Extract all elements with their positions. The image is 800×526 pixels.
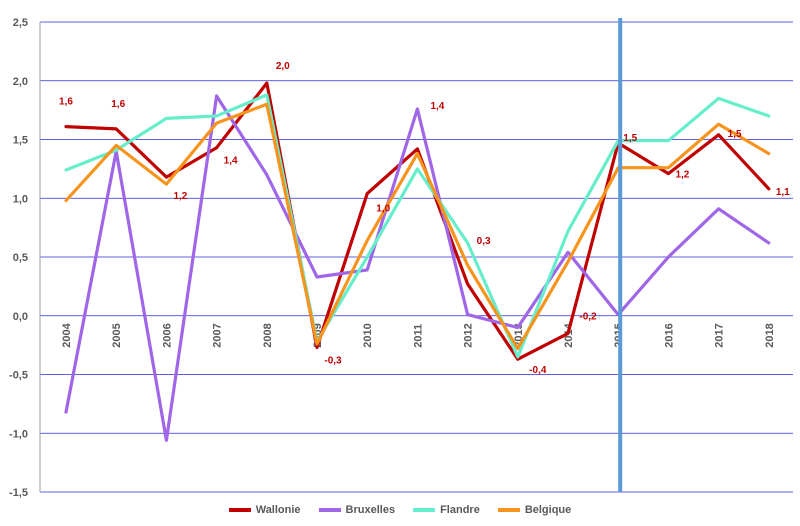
x-tick-label: 2008 bbox=[262, 323, 274, 347]
x-tick-label: 2010 bbox=[362, 323, 374, 347]
grid-lines bbox=[40, 21, 793, 493]
data-label: 1,2 bbox=[675, 170, 689, 181]
y-tick-label: 0,5 bbox=[13, 252, 28, 264]
y-tick-label: -1,5 bbox=[9, 487, 28, 499]
data-label: 1,4 bbox=[430, 101, 444, 112]
y-tick-label: 0,0 bbox=[13, 311, 28, 323]
x-tick-label: 2012 bbox=[463, 323, 475, 347]
legend-swatch bbox=[228, 508, 251, 512]
data-label: -0,2 bbox=[579, 311, 597, 322]
series-line-flandre bbox=[64, 93, 771, 359]
data-label: -0,4 bbox=[529, 365, 547, 376]
series-line-wallonie bbox=[64, 81, 771, 361]
series-line-bruxelles bbox=[64, 94, 771, 442]
x-tick-label: 2018 bbox=[764, 323, 776, 347]
data-label: 1,4 bbox=[224, 156, 238, 167]
legend-label: Bruxelles bbox=[345, 504, 396, 516]
y-tick-label: 2,5 bbox=[13, 17, 28, 29]
data-label: 1,6 bbox=[59, 97, 73, 108]
y-tick-label: 1,5 bbox=[13, 135, 28, 147]
x-tick-label: 2011 bbox=[412, 324, 424, 348]
data-label: 1,5 bbox=[623, 133, 637, 144]
legend-label: Wallonie bbox=[255, 504, 301, 516]
y-tick-label: 1,0 bbox=[13, 193, 28, 205]
data-label: 0,3 bbox=[477, 236, 491, 247]
data-label: 1,0 bbox=[376, 204, 390, 215]
data-label: -0,3 bbox=[324, 355, 342, 366]
legend-label: Flandre bbox=[440, 504, 480, 516]
x-tick-label: 2014 bbox=[563, 322, 575, 347]
legend-label: Belgique bbox=[524, 504, 572, 516]
legend-item-belgique: Belgique bbox=[497, 504, 572, 516]
y-tick-label: -1,0 bbox=[9, 428, 28, 440]
y-axis: -1,5 -1,0 -0,5 0,0 0,5 1,0 1,5 2,0 2,5 bbox=[9, 17, 41, 499]
legend-item-wallonie: Wallonie bbox=[228, 504, 301, 516]
x-tick-label: 2004 bbox=[61, 322, 73, 347]
x-tick-label: 2006 bbox=[161, 323, 173, 347]
x-tick-label: 2007 bbox=[212, 323, 224, 347]
series-line-belgique bbox=[64, 102, 771, 351]
x-tick-label: 2005 bbox=[111, 323, 123, 347]
y-tick-label: 2,0 bbox=[13, 76, 28, 88]
data-label: 1,1 bbox=[776, 187, 790, 198]
data-label: 1,5 bbox=[728, 129, 742, 140]
data-label: 1,2 bbox=[173, 191, 187, 202]
x-tick-label: 2017 bbox=[714, 323, 726, 347]
y-tick-label: -0,5 bbox=[9, 370, 28, 382]
legend-item-bruxelles: Bruxelles bbox=[318, 504, 396, 516]
data-labels: 1,6 1,6 1,2 1,4 2,0 -0,3 1,0 1,4 0,3 -0,4 -0,2 1,5 1… bbox=[59, 61, 790, 376]
legend-swatch bbox=[497, 508, 520, 512]
data-label: 2,0 bbox=[276, 61, 290, 72]
legend-item-flandre: Flandre bbox=[413, 504, 480, 516]
series-lines bbox=[64, 81, 771, 442]
legend-swatch bbox=[318, 508, 341, 512]
legend-swatch bbox=[413, 508, 436, 512]
legend: Wallonie Bruxelles Flandre Belgique bbox=[0, 500, 800, 520]
data-label: 1,6 bbox=[111, 99, 125, 110]
x-axis: 2004 2005 2006 2007 2008 2009 2010 2011 2012 2013… bbox=[61, 322, 776, 347]
x-tick-label: 2016 bbox=[663, 323, 675, 347]
